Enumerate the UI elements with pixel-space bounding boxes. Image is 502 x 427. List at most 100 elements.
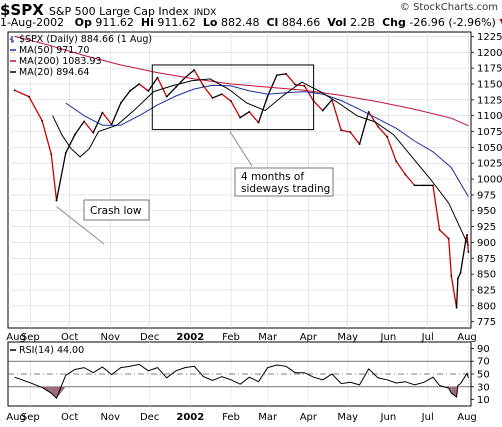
price-point [376, 125, 379, 128]
price-segment [358, 111, 370, 145]
price-segment [28, 96, 43, 122]
rsi-x-tick-label: May [337, 412, 358, 423]
price-segment [331, 99, 342, 131]
price-segment [432, 185, 441, 230]
price-segment [313, 100, 324, 112]
price-y-tick-label: 1150 [477, 79, 502, 90]
rsi-x-tick-label: Feb [222, 412, 240, 423]
rsi-x-tick-label: Apr [300, 412, 318, 423]
price-point [266, 95, 269, 97]
price-y-tick-label: 1025 [477, 159, 502, 170]
price-point [285, 72, 287, 75]
rsi-x-tick-label: Mar [258, 412, 278, 423]
price-x-tick-label: Jul [421, 332, 434, 343]
crash-low-box [83, 199, 150, 221]
rsi-x-tick-label: Dec [140, 412, 159, 423]
price-point [129, 90, 131, 92]
price-point [202, 84, 205, 87]
price-segment [459, 240, 467, 273]
price-point [220, 93, 223, 96]
watermark: © StockCharts.com [399, 2, 498, 13]
volume-value: 2.2B [350, 16, 376, 29]
volume-label: Vol [327, 16, 347, 29]
change-label: Chg [382, 16, 406, 29]
legend-label: MA(200) 1083.93 [19, 56, 102, 67]
price-x-tick-label: Jun [380, 332, 397, 343]
high-label: Hi [140, 16, 154, 29]
price-point [321, 109, 324, 112]
rsi-oversold-fill [56, 386, 66, 399]
rsi-series [14, 363, 469, 400]
exchange: INDX [193, 8, 217, 18]
price-segment [65, 134, 76, 154]
sideways-note-label: sideways trading [241, 183, 330, 195]
price-y-tick-label: 825 [477, 285, 496, 296]
price-point [13, 89, 16, 92]
change-value: -26.96 (-2.96%) [409, 16, 496, 29]
price-x-tick-label: 2002 [176, 332, 204, 343]
price-point [432, 184, 434, 187]
price-point [404, 173, 407, 176]
security-name: S&P 500 Large Cap Index [48, 5, 189, 18]
price-x-tick-label: Aug [457, 332, 477, 343]
price-y-tick-label: 950 [477, 206, 496, 217]
price-segment [341, 129, 351, 133]
price-segment [457, 272, 462, 279]
price-segment [395, 160, 406, 175]
price-segment [129, 83, 140, 92]
close-value: 884.66 [281, 16, 321, 29]
legend-label: MA(50) 971.70 [19, 45, 89, 56]
price-segment [295, 83, 305, 87]
sideways-pointer [229, 131, 253, 167]
price-x-tick-label: Dec [140, 332, 159, 343]
low-value: 882.48 [220, 16, 260, 29]
price-point [340, 129, 343, 132]
price-segment [322, 99, 333, 112]
high-value: 911.62 [157, 16, 196, 29]
price-point [73, 133, 76, 136]
price-point [456, 277, 459, 280]
symbol: $SPX [0, 1, 44, 19]
price-x-tick-label: Apr [300, 332, 318, 343]
legend-label: $SPX (Daily) 884.66 (1 Aug) [19, 34, 152, 45]
price-point [211, 97, 214, 99]
price-y-tick-label: 850 [477, 270, 496, 281]
price-point [367, 110, 370, 113]
price-point [83, 120, 85, 123]
rsi-y-tick-label: 30 [477, 382, 490, 393]
rsi-x-tick-label: Aug [6, 412, 26, 423]
price-point [41, 119, 44, 122]
price-x-tick-label: Feb [222, 332, 240, 343]
rsi-oversold-fill [51, 386, 57, 399]
rsi-x-tick-label: Nov [101, 412, 121, 423]
price-x-tick-label: Aug [6, 332, 26, 343]
price-point [64, 152, 67, 154]
price-segment [41, 120, 52, 155]
price-point [438, 228, 441, 231]
ma200-line [14, 35, 469, 127]
rsi-oversold-fill [451, 386, 457, 398]
price-point [101, 111, 104, 114]
price-segment [303, 85, 315, 102]
price-legend: $SPX (Daily) 884.66 (1 Aug)MA(50) 971.70… [10, 34, 152, 78]
price-point [147, 90, 150, 92]
price-point [395, 160, 398, 163]
sideways-range-box [151, 64, 315, 131]
price-point [165, 95, 168, 98]
price-point [455, 306, 458, 309]
price-segment [202, 85, 214, 99]
price-point [466, 233, 468, 236]
price-y-tick-label: 775 [477, 317, 496, 328]
price-series [13, 35, 470, 309]
price-segment [267, 74, 278, 97]
rsi-y-tick-label: 10 [477, 395, 490, 406]
open-label: Op [74, 16, 92, 29]
price-point [50, 153, 53, 156]
price-segment [448, 238, 452, 277]
price-point [230, 100, 232, 102]
